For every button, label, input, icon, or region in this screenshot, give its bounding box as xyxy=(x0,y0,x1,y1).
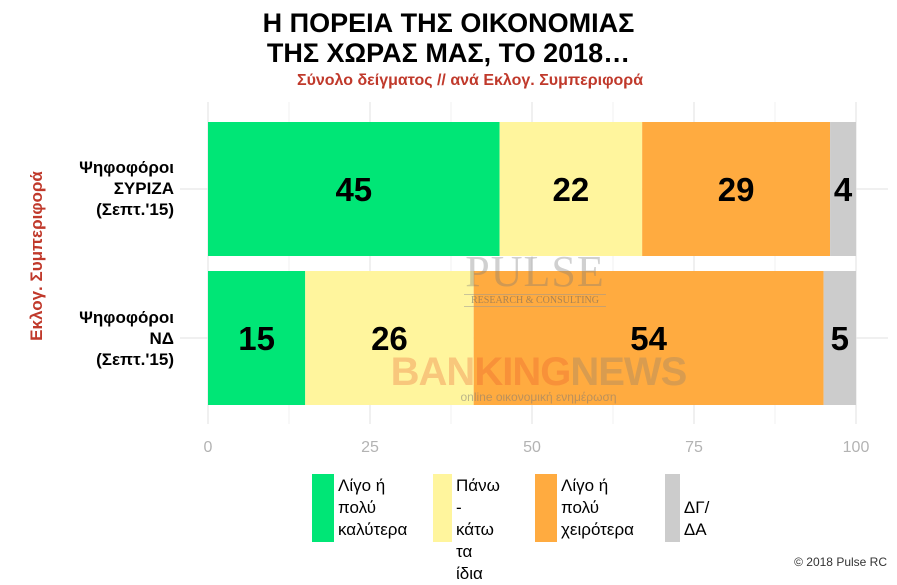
bar-segment xyxy=(823,271,856,405)
bar-segment xyxy=(642,122,831,256)
chart-title-line2: ΤΗΣ ΧΩΡΑΣ ΜΑΣ, ΤΟ 2018… xyxy=(266,38,631,68)
legend-swatch xyxy=(312,474,334,542)
legend-item-worse: Λίγο ή πολύ χειρότερα xyxy=(535,474,634,542)
bar-value-label: 26 xyxy=(371,320,408,357)
category-label-line: ΝΔ xyxy=(149,329,175,348)
bar-value-label: 29 xyxy=(718,171,755,208)
bar-value-label: 15 xyxy=(238,320,275,357)
x-tick-label: 100 xyxy=(843,439,870,456)
bar-segment xyxy=(208,122,500,256)
bar-value-label: 5 xyxy=(831,320,849,357)
bar-segment xyxy=(830,122,856,256)
x-tick-label: 25 xyxy=(361,439,379,456)
legend-label: ΔΓ/ΔΑ xyxy=(683,498,710,539)
bar-value-label: 22 xyxy=(553,171,590,208)
legend-item-same: Πάνω - κάτω τα ίδια xyxy=(433,474,503,585)
bar-value-label: 54 xyxy=(630,320,667,357)
bar-segment xyxy=(208,271,306,405)
legend-item-better: Λίγο ή πολύ καλύτερα xyxy=(312,474,407,542)
legend-label: Λίγο ή πολύ χειρότερα xyxy=(561,476,634,539)
copyright-credit: © 2018 Pulse RC xyxy=(794,555,887,569)
x-tick-label: 75 xyxy=(685,439,703,456)
x-tick-label: 50 xyxy=(523,439,541,456)
bar-value-label: 45 xyxy=(335,171,372,208)
legend-label: Πάνω - κάτω τα ίδια xyxy=(456,476,500,583)
bar-segment xyxy=(499,122,643,256)
chart-subtitle: Σύνολο δείγματος // ανά Εκλογ. Συμπεριφο… xyxy=(296,72,644,89)
legend-swatch xyxy=(665,474,680,542)
bar-value-label: 4 xyxy=(834,171,853,208)
legend-swatch xyxy=(433,474,452,542)
category-label-line: ΣΥΡΙΖΑ xyxy=(113,179,174,198)
bar-segment xyxy=(305,271,474,405)
legend-label: Λίγο ή πολύ καλύτερα xyxy=(338,476,408,539)
x-tick-label: 0 xyxy=(204,439,213,456)
stacked-bar-chart: 45 22 29 415 26 54 50 25 50 75 100 xyxy=(180,102,888,456)
chart-title-line1: Η ΠΟΡΕΙΑ ΤΗΣ ΟΙΚΟΝΟΜΙΑΣ xyxy=(262,8,635,38)
category-label-line: Ψηφοφόροι xyxy=(79,158,174,177)
category-label-line: Ψηφοφόροι xyxy=(79,308,174,327)
category-label-syriza: Ψηφοφόροι ΣΥΡΙΖΑ (Σεπτ.'15) xyxy=(24,157,174,220)
legend-item-dk: ΔΓ/ΔΑ xyxy=(665,474,716,542)
category-label-nd: Ψηφοφόροι ΝΔ (Σεπτ.'15) xyxy=(24,307,174,370)
category-label-line: (Σεπτ.'15) xyxy=(96,350,174,369)
bar-segment xyxy=(473,271,824,405)
category-label-line: (Σεπτ.'15) xyxy=(96,200,174,219)
legend-swatch xyxy=(535,474,557,542)
